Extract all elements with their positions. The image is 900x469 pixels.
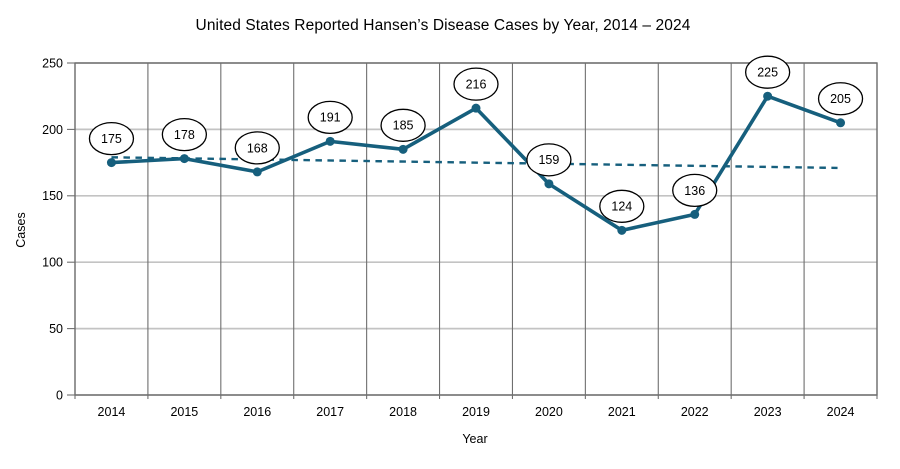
x-tick-label: 2024 xyxy=(827,405,855,419)
data-label-value: 216 xyxy=(466,78,487,92)
data-point-marker xyxy=(471,103,481,113)
data-label-bubble xyxy=(453,67,499,101)
data-point-marker xyxy=(690,209,700,219)
x-tick-label: 2022 xyxy=(681,405,709,419)
data-label-value: 185 xyxy=(393,119,414,133)
data-label-bubble xyxy=(817,82,864,116)
data-label-value: 124 xyxy=(611,200,632,214)
data-label-value: 136 xyxy=(684,184,705,198)
data-point-marker xyxy=(763,91,773,101)
data-label-bubble xyxy=(161,117,208,152)
y-tick-label: 250 xyxy=(42,56,63,70)
data-point-marker xyxy=(252,167,262,177)
data-label-value: 225 xyxy=(757,66,778,80)
data-label-value: 159 xyxy=(538,153,559,167)
data-label-value: 175 xyxy=(101,132,122,146)
data-label-value: 178 xyxy=(174,128,195,142)
chart-title: United States Reported Hansen’s Disease … xyxy=(195,17,691,34)
y-tick-label: 200 xyxy=(42,123,63,137)
data-label-bubble xyxy=(672,173,718,208)
data-label-bubble xyxy=(744,55,791,89)
trend-line xyxy=(111,156,838,170)
data-point-marker xyxy=(179,154,189,164)
data-point-marker xyxy=(617,225,627,235)
x-tick-label: 2016 xyxy=(243,405,271,419)
x-axis-title: Year xyxy=(462,432,488,446)
x-tick-label: 2021 xyxy=(608,405,636,419)
data-point-marker xyxy=(836,118,846,128)
x-tick-label: 2018 xyxy=(389,405,417,419)
data-label-bubble xyxy=(88,121,135,156)
data-label-bubble xyxy=(380,108,426,142)
x-tick-label: 2023 xyxy=(754,405,782,419)
data-label-value: 168 xyxy=(247,141,268,155)
x-tick-label: 2015 xyxy=(170,405,198,419)
plot-border xyxy=(74,62,878,396)
y-tick-label: 150 xyxy=(42,189,63,203)
y-tick-label: 50 xyxy=(49,322,63,336)
x-tick-label: 2020 xyxy=(535,405,563,419)
data-label-bubble xyxy=(307,100,353,135)
x-tick-label: 2017 xyxy=(316,405,344,419)
y-tick-label: 0 xyxy=(56,388,63,402)
data-point-marker xyxy=(325,136,335,146)
x-tick-label: 2019 xyxy=(462,405,490,419)
data-point-marker xyxy=(544,179,554,189)
data-point-marker xyxy=(398,144,408,154)
data-label-value: 191 xyxy=(320,111,341,125)
data-point-marker xyxy=(106,158,116,168)
data-label-bubble xyxy=(234,131,280,165)
y-tick-label: 100 xyxy=(42,256,63,270)
x-tick-label: 2014 xyxy=(98,405,126,419)
data-label-value: 205 xyxy=(830,92,851,106)
data-label-bubble xyxy=(599,189,645,223)
data-label-bubble xyxy=(526,143,572,177)
